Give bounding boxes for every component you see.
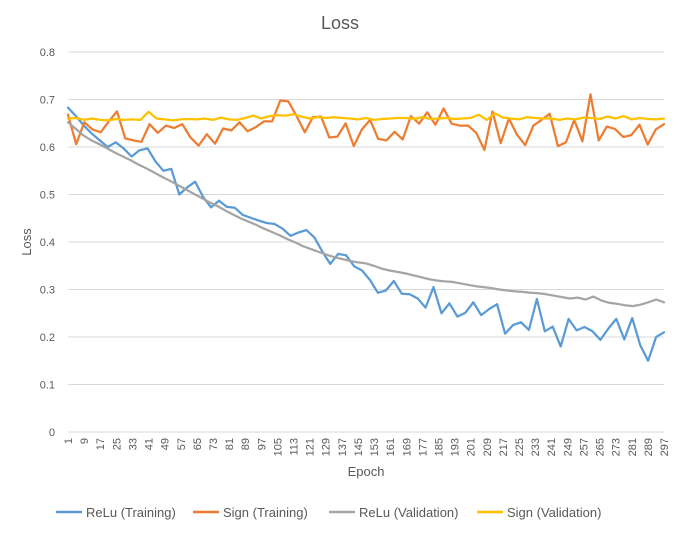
x-tick-label: 249	[562, 438, 574, 456]
x-tick-label: 65	[192, 438, 204, 450]
legend: ReLu (Training) Sign (Training) ReLu (Vali…	[56, 505, 601, 520]
x-axis-ticks: 1 9 17 25 33 41 49 57 65 73 81 89 97 105 113 121 129 137 1…	[63, 438, 671, 456]
x-tick-label: 1	[63, 438, 75, 444]
x-tick-label: 137	[337, 438, 349, 456]
x-tick-label: 89	[240, 438, 252, 450]
y-tick-label: 0.7	[40, 95, 55, 107]
x-tick-label: 81	[224, 438, 236, 450]
x-tick-label: 193	[450, 438, 462, 456]
x-tick-label: 49	[160, 438, 172, 450]
gridlines	[68, 51, 664, 433]
legend-label: Sign (Validation)	[507, 505, 601, 520]
x-tick-label: 281	[627, 438, 639, 456]
x-tick-label: 121	[305, 438, 317, 456]
legend-label: Sign (Training)	[223, 505, 308, 520]
x-tick-label: 225	[514, 438, 526, 456]
x-tick-label: 265	[595, 438, 607, 456]
x-tick-label: 25	[111, 438, 123, 450]
x-tick-label: 233	[530, 438, 542, 456]
series-line	[66, 110, 666, 122]
series-line	[66, 93, 666, 152]
x-tick-label: 57	[176, 438, 188, 450]
x-tick-label: 169	[401, 438, 413, 456]
series-line	[66, 106, 666, 362]
x-tick-label: 33	[127, 438, 139, 450]
chart-title: Loss	[321, 13, 359, 33]
x-tick-label: 185	[433, 438, 445, 456]
x-tick-label: 241	[546, 438, 558, 456]
x-tick-label: 9	[79, 438, 91, 444]
x-tick-label: 177	[417, 438, 429, 456]
x-tick-label: 273	[611, 438, 623, 456]
x-tick-label: 289	[643, 438, 655, 456]
x-tick-label: 201	[466, 438, 478, 456]
legend-label: ReLu (Training)	[86, 505, 176, 520]
y-tick-label: 0.1	[40, 380, 55, 392]
y-tick-label: 0	[49, 427, 55, 439]
x-tick-label: 153	[369, 438, 381, 456]
y-axis-label: Loss	[19, 228, 34, 256]
x-tick-label: 145	[353, 438, 365, 456]
x-tick-label: 113	[289, 438, 301, 456]
x-tick-label: 105	[272, 438, 284, 456]
x-tick-label: 129	[321, 438, 333, 456]
legend-label: ReLu (Validation)	[359, 505, 458, 520]
y-tick-label: 0.5	[40, 190, 55, 202]
x-tick-label: 41	[144, 438, 156, 450]
series-line	[66, 121, 666, 308]
x-tick-label: 297	[659, 438, 671, 456]
y-tick-label: 0.3	[40, 285, 55, 297]
x-tick-label: 17	[95, 438, 107, 450]
y-tick-label: 0.8	[40, 47, 55, 59]
x-axis-label: Epoch	[348, 464, 385, 479]
y-tick-label: 0.4	[40, 237, 55, 249]
x-tick-label: 257	[578, 438, 590, 456]
series-lines	[66, 93, 666, 362]
y-tick-label: 0.6	[40, 142, 55, 154]
x-tick-label: 73	[208, 438, 220, 450]
y-axis-ticks: 0 0.1 0.2 0.3 0.4 0.5 0.6 0.7 0.8	[40, 47, 55, 439]
x-tick-label: 209	[482, 438, 494, 456]
x-tick-label: 161	[385, 438, 397, 456]
y-tick-label: 0.2	[40, 332, 55, 344]
x-tick-label: 97	[256, 438, 268, 450]
x-tick-label: 217	[498, 438, 510, 456]
